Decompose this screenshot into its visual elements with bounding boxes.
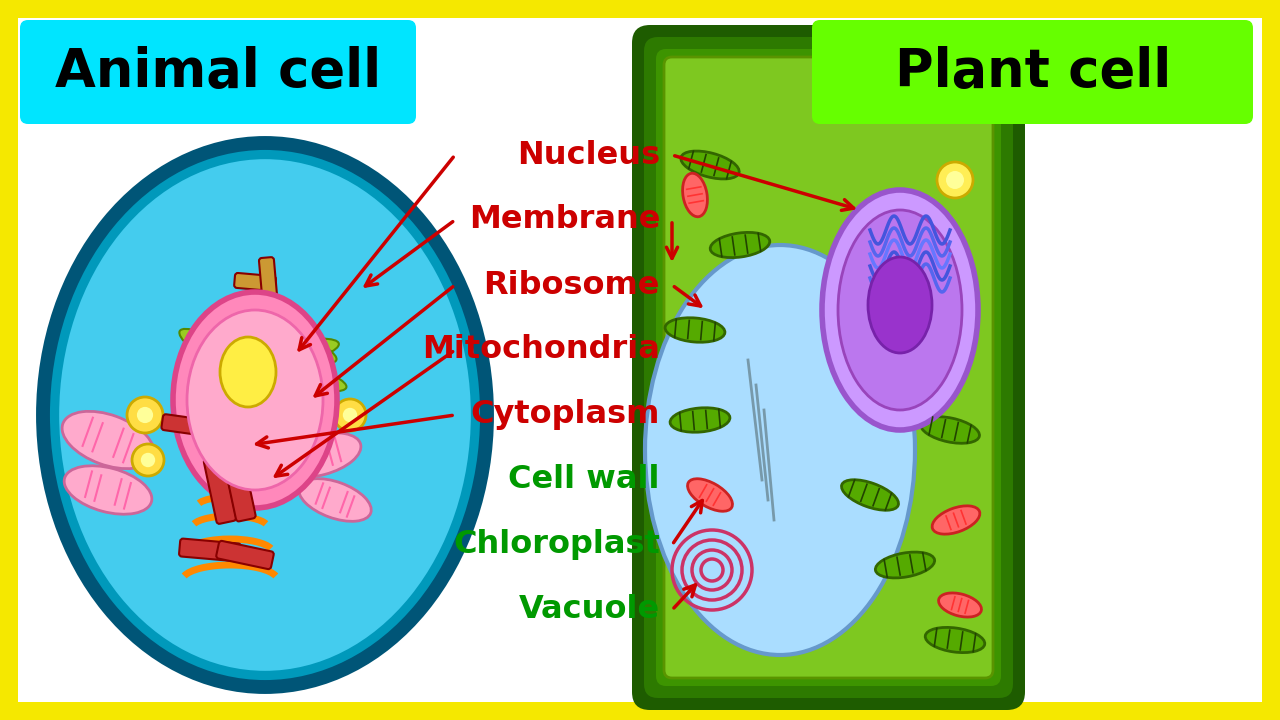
Text: Ribosome: Ribosome [484,269,660,300]
FancyBboxPatch shape [632,25,1025,710]
Text: Nucleus: Nucleus [517,140,660,171]
Ellipse shape [937,162,973,198]
Ellipse shape [838,210,963,410]
Text: Cell wall: Cell wall [508,464,660,495]
Ellipse shape [55,155,475,675]
Ellipse shape [841,480,899,510]
FancyBboxPatch shape [664,57,993,678]
Ellipse shape [279,433,361,477]
Ellipse shape [645,245,915,655]
Ellipse shape [137,407,154,423]
Ellipse shape [334,399,366,431]
Ellipse shape [188,331,262,359]
Ellipse shape [44,143,486,687]
Text: Animal cell: Animal cell [55,46,381,98]
Ellipse shape [205,377,294,402]
FancyBboxPatch shape [20,20,416,124]
Ellipse shape [682,174,708,217]
Ellipse shape [868,257,932,353]
Ellipse shape [946,171,964,189]
Ellipse shape [191,352,289,397]
FancyBboxPatch shape [259,257,276,299]
Ellipse shape [938,593,982,617]
Ellipse shape [666,318,724,342]
Ellipse shape [141,453,155,467]
Ellipse shape [178,366,251,404]
Text: Chloroplast: Chloroplast [453,529,660,560]
Ellipse shape [127,397,163,433]
Ellipse shape [220,337,276,407]
Ellipse shape [681,151,739,179]
Ellipse shape [671,408,730,432]
Ellipse shape [710,233,769,258]
FancyBboxPatch shape [216,541,274,569]
Ellipse shape [220,368,320,392]
Ellipse shape [132,444,164,476]
FancyBboxPatch shape [657,49,1001,686]
FancyBboxPatch shape [161,414,209,436]
Ellipse shape [196,347,314,393]
Ellipse shape [253,327,337,364]
Text: Cytoplasm: Cytoplasm [471,400,660,431]
Ellipse shape [343,408,357,422]
Text: Vacuole: Vacuole [518,595,660,626]
Text: Plant cell: Plant cell [895,46,1171,98]
FancyBboxPatch shape [644,37,1012,698]
Ellipse shape [187,310,323,490]
FancyBboxPatch shape [812,20,1253,124]
Ellipse shape [233,384,316,407]
Text: Mitochondria: Mitochondria [422,335,660,366]
FancyBboxPatch shape [18,18,1262,702]
Ellipse shape [173,292,337,508]
Ellipse shape [687,479,732,511]
Ellipse shape [876,552,934,578]
Text: Membrane: Membrane [468,204,660,235]
Ellipse shape [179,329,280,391]
Ellipse shape [232,338,339,372]
Ellipse shape [63,411,154,469]
FancyBboxPatch shape [234,273,275,291]
Ellipse shape [822,190,978,430]
Ellipse shape [925,627,984,652]
FancyBboxPatch shape [179,539,241,562]
FancyBboxPatch shape [204,456,236,524]
Ellipse shape [64,466,152,514]
FancyBboxPatch shape [224,459,256,521]
Ellipse shape [298,479,371,521]
Ellipse shape [253,359,347,392]
Ellipse shape [932,506,980,534]
Ellipse shape [920,417,979,444]
